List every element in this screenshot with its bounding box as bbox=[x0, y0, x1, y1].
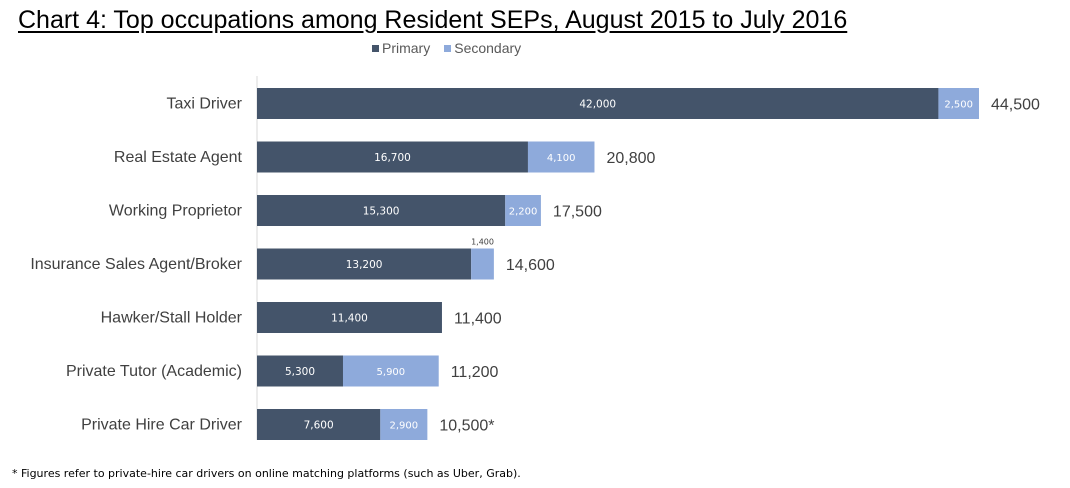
data-label-secondary: 2,900 bbox=[390, 421, 419, 432]
category-label: Real Estate Agent bbox=[114, 149, 243, 166]
bar-primary bbox=[257, 409, 381, 440]
bar-primary bbox=[257, 141, 528, 173]
total-label: 10,500* bbox=[439, 418, 494, 435]
category-label: Private Tutor (Academic) bbox=[66, 363, 242, 380]
data-label-secondary: 5,900 bbox=[377, 367, 406, 378]
bar-primary bbox=[257, 355, 343, 387]
data-label-primary: 15,300 bbox=[363, 206, 400, 218]
chart-legend: Primary Secondary bbox=[372, 40, 535, 56]
legend-swatch-secondary bbox=[444, 44, 452, 52]
chart-title: Chart 4: Top occupations among Resident … bbox=[18, 6, 848, 34]
bar-primary bbox=[257, 88, 939, 119]
category-label: Working Proprietor bbox=[109, 203, 243, 220]
total-label: 44,500 bbox=[991, 97, 1040, 114]
bar-primary bbox=[257, 302, 442, 333]
bar-secondary bbox=[380, 409, 428, 440]
total-label: 11,200 bbox=[451, 364, 499, 381]
bar-primary bbox=[257, 195, 506, 226]
data-label-primary: 16,700 bbox=[374, 152, 411, 164]
data-label-secondary: 2,500 bbox=[944, 100, 973, 111]
data-label-primary: 13,200 bbox=[346, 259, 383, 271]
total-label: 11,400 bbox=[454, 311, 502, 328]
total-label: 17,500 bbox=[553, 204, 602, 221]
bar-primary bbox=[257, 248, 472, 280]
category-label: Private Hire Car Driver bbox=[81, 417, 243, 434]
data-label-primary: 11,400 bbox=[331, 313, 368, 325]
bar-secondary bbox=[527, 141, 595, 173]
legend-label-primary: Primary bbox=[382, 40, 431, 56]
category-label: Insurance Sales Agent/Broker bbox=[30, 256, 242, 273]
category-label: Hawker/Stall Holder bbox=[101, 310, 243, 327]
data-label-secondary: 1,400 bbox=[471, 238, 494, 247]
data-label-primary: 42,000 bbox=[579, 99, 616, 111]
total-label: 20,800 bbox=[606, 150, 655, 167]
bar-secondary bbox=[471, 248, 494, 280]
legend-item-primary: Primary bbox=[372, 40, 430, 56]
legend-swatch-primary bbox=[372, 44, 379, 52]
bar-secondary bbox=[505, 195, 541, 226]
data-label-secondary: 2,200 bbox=[509, 207, 538, 218]
data-label-primary: 5,300 bbox=[285, 366, 315, 378]
bar-secondary bbox=[938, 88, 979, 119]
total-label: 14,600 bbox=[506, 257, 555, 274]
footnote: * Figures refer to private-hire car driv… bbox=[12, 467, 521, 480]
data-label-primary: 7,600 bbox=[304, 420, 334, 432]
legend-item-secondary: Secondary bbox=[444, 40, 521, 56]
data-label-secondary: 4,100 bbox=[547, 153, 576, 164]
bar-secondary bbox=[342, 355, 439, 387]
category-label: Taxi Driver bbox=[166, 96, 242, 113]
legend-label-secondary: Secondary bbox=[454, 40, 522, 56]
